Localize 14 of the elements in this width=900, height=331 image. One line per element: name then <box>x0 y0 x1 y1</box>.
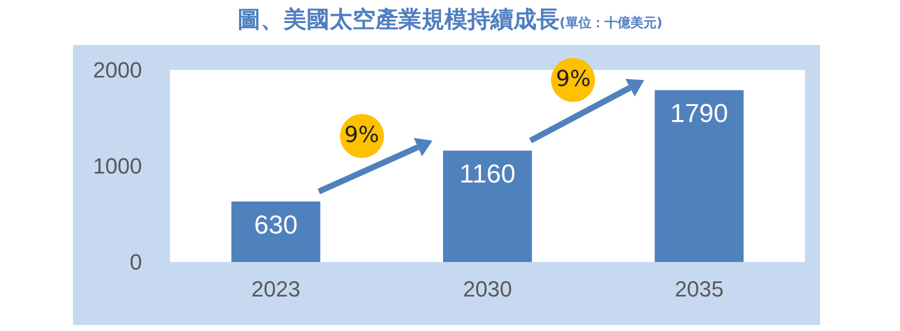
y-tick-label: 0 <box>130 250 142 274</box>
bar <box>654 90 744 262</box>
data-label: 630 <box>254 210 298 240</box>
data-label: 1790 <box>670 98 728 128</box>
y-tick-label: 2000 <box>93 58 142 82</box>
chart-subtitle: (單位：十億美元) <box>560 16 662 31</box>
bar <box>231 202 320 262</box>
x-tick-label: 2023 <box>251 276 300 302</box>
bar <box>443 150 532 262</box>
y-tick-label: 1000 <box>93 154 142 178</box>
chart-title: 圖、美國太空產業規模持續成長 <box>238 7 560 33</box>
x-tick-label: 2030 <box>463 276 512 302</box>
data-label: 1160 <box>460 158 516 189</box>
x-tick-label: 2035 <box>674 276 724 302</box>
